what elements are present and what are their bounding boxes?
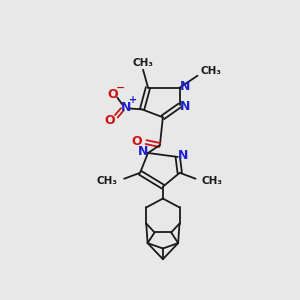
Text: CH₃: CH₃ — [133, 58, 154, 68]
Text: N: N — [138, 146, 148, 158]
Text: +: + — [129, 95, 137, 106]
Text: −: − — [116, 82, 125, 93]
Text: CH₃: CH₃ — [202, 176, 223, 186]
Text: N: N — [179, 80, 190, 93]
Text: O: O — [104, 114, 115, 127]
Text: CH₃: CH₃ — [200, 66, 221, 76]
Text: O: O — [132, 135, 142, 148]
Text: N: N — [121, 101, 131, 114]
Text: CH₃: CH₃ — [96, 176, 117, 186]
Text: O: O — [107, 88, 118, 101]
Text: N: N — [178, 149, 188, 162]
Text: N: N — [179, 100, 190, 113]
